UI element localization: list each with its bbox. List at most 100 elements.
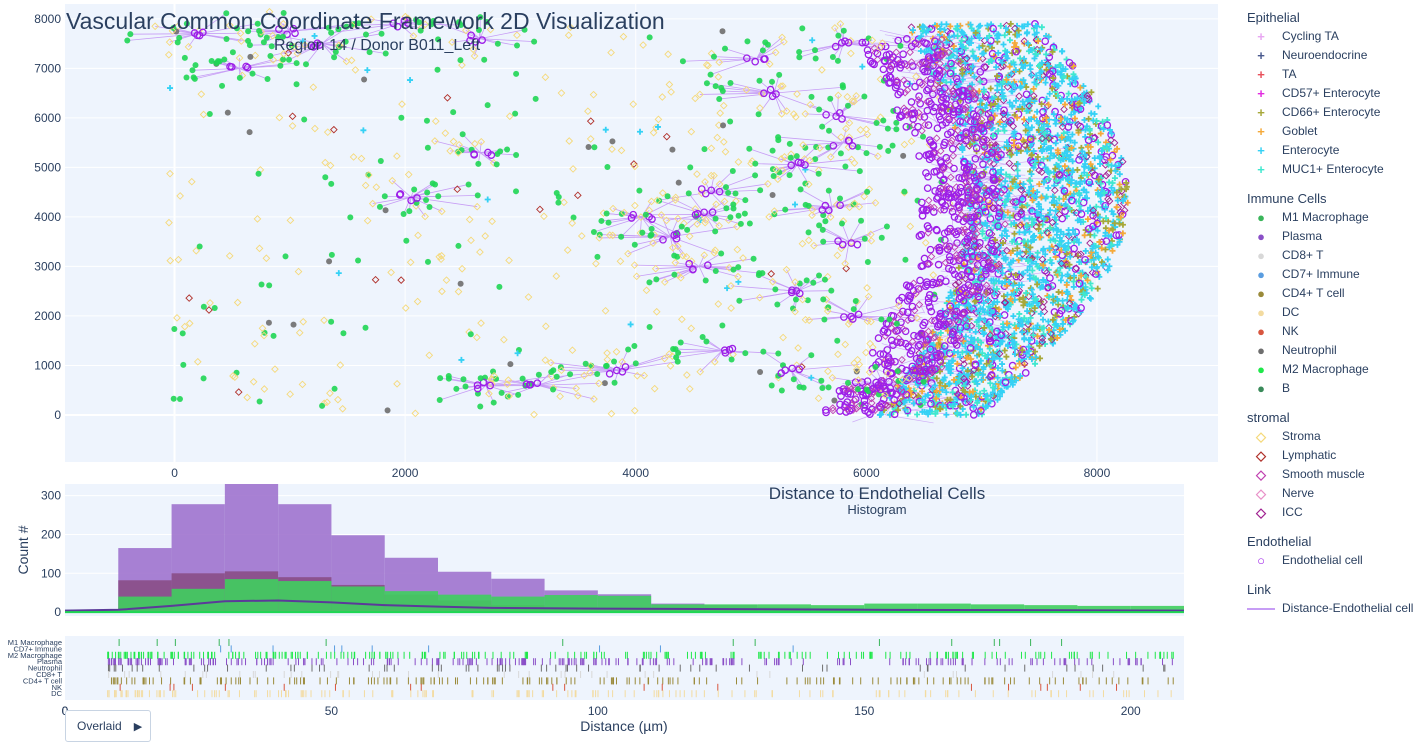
immune-cell-marker xyxy=(757,368,764,375)
immune-cell-marker xyxy=(605,219,612,226)
distance-link xyxy=(827,310,855,317)
epithelial-cell-marker xyxy=(1014,251,1021,258)
immune-cell-marker xyxy=(246,42,253,49)
stromal-cell-marker xyxy=(988,203,997,212)
immune-cell-marker xyxy=(730,205,737,212)
immune-cell-marker xyxy=(837,150,844,157)
stromal-cell-marker xyxy=(185,294,194,302)
epithelial-cell-marker xyxy=(1040,121,1047,128)
immune-cell-marker xyxy=(594,370,601,377)
epithelial-cell-marker xyxy=(976,35,983,42)
stromal-cell-marker xyxy=(921,238,930,247)
distance-link xyxy=(127,33,198,41)
stromal-cell-marker xyxy=(406,258,415,267)
immune-cell-marker xyxy=(247,53,254,60)
epithelial-cell-marker xyxy=(932,410,939,417)
stromal-cell-marker xyxy=(1003,83,1012,91)
immune-cell-marker xyxy=(255,170,262,177)
immune-cell-marker xyxy=(224,109,231,116)
immune-cell-marker xyxy=(477,375,484,382)
epithelial-cell-marker xyxy=(1006,63,1013,70)
stromal-cell-marker xyxy=(1051,186,1059,195)
epithelial-cell-marker xyxy=(1072,231,1079,238)
stromal-cell-marker xyxy=(286,390,294,399)
epithelial-cell-marker xyxy=(975,366,982,373)
distance-link xyxy=(452,38,481,43)
immune-cell-marker xyxy=(406,208,413,215)
epithelial-cell-marker xyxy=(1003,353,1010,360)
epithelial-cell-marker xyxy=(1050,169,1057,176)
epithelial-cell-marker xyxy=(1036,181,1043,188)
epithelial-cell-marker xyxy=(1018,282,1025,289)
stromal-cell-marker xyxy=(206,299,214,307)
stromal-cell-marker xyxy=(603,349,611,357)
immune-cell-marker xyxy=(684,226,691,233)
distance-link xyxy=(945,171,954,175)
immune-cell-marker xyxy=(796,54,803,61)
stromal-cell-marker xyxy=(617,146,626,155)
immune-cell-marker xyxy=(812,55,819,62)
immune-cell-marker xyxy=(703,338,710,345)
immune-cell-marker xyxy=(513,188,520,195)
epithelial-cell-marker xyxy=(943,411,950,418)
immune-cell-marker xyxy=(189,67,196,74)
immune-cell-marker xyxy=(742,197,749,204)
immune-cell-marker xyxy=(893,119,900,126)
immune-cell-marker xyxy=(424,144,431,151)
immune-cell-marker xyxy=(435,193,442,200)
stromal-cell-marker xyxy=(357,154,366,163)
immune-cell-marker xyxy=(493,161,500,168)
immune-cell-marker xyxy=(290,321,297,328)
immune-cell-marker xyxy=(331,54,338,61)
epithelial-cell-marker xyxy=(999,250,1006,257)
stromal-cell-marker xyxy=(414,231,422,240)
immune-cell-marker xyxy=(513,70,520,77)
immune-cell-marker xyxy=(285,56,292,63)
stromal-cell-marker xyxy=(612,347,621,356)
epithelial-cell-marker xyxy=(910,400,917,407)
distance-link xyxy=(875,366,884,386)
stromal-cell-marker xyxy=(779,333,787,342)
immune-cell-marker xyxy=(535,371,542,378)
distance-link xyxy=(904,338,924,347)
endothelial-cell-marker xyxy=(1057,306,1066,315)
epithelial-cell-marker xyxy=(977,97,984,104)
endothelial-cell-marker xyxy=(1049,43,1058,52)
distance-link xyxy=(399,23,421,32)
immune-cell-marker xyxy=(176,396,183,403)
immune-cell-marker xyxy=(819,384,826,391)
immune-cell-marker xyxy=(699,333,706,340)
epithelial-cell-marker xyxy=(980,300,987,307)
stromal-cell-marker xyxy=(843,92,852,101)
stromal-cell-marker xyxy=(524,293,533,301)
stromal-cell-marker xyxy=(347,56,356,65)
distance-link xyxy=(791,354,812,371)
epithelial-cell-marker xyxy=(809,37,816,44)
immune-cell-marker xyxy=(746,220,753,227)
immune-cell-marker xyxy=(799,25,806,32)
stromal-cell-marker xyxy=(702,61,711,69)
stromal-cell-marker xyxy=(505,112,514,121)
epithelial-cell-marker xyxy=(973,343,980,350)
immune-cell-marker xyxy=(796,48,803,55)
stromal-cell-marker xyxy=(630,160,638,168)
immune-cell-marker xyxy=(170,395,177,402)
immune-cell-marker xyxy=(450,109,457,116)
stromal-cell-marker xyxy=(320,316,328,325)
immune-cell-marker xyxy=(223,36,230,43)
distance-link xyxy=(593,216,642,233)
epithelial-cell-marker xyxy=(1082,247,1089,254)
stromal-cell-marker xyxy=(476,248,484,256)
stromal-cell-marker xyxy=(943,336,952,344)
stromal-cell-marker xyxy=(540,212,548,221)
immune-cell-marker xyxy=(515,391,522,398)
epithelial-cell-marker xyxy=(972,141,979,148)
epithelial-cell-marker xyxy=(1102,246,1109,253)
distance-link xyxy=(704,214,731,218)
epithelial-cell-marker xyxy=(1069,193,1076,200)
epithelial-cell-marker xyxy=(1054,227,1061,234)
stromal-cell-marker xyxy=(309,83,318,92)
stromal-cell-marker xyxy=(639,41,647,49)
immune-cell-marker xyxy=(729,167,736,174)
distance-link xyxy=(485,376,552,386)
